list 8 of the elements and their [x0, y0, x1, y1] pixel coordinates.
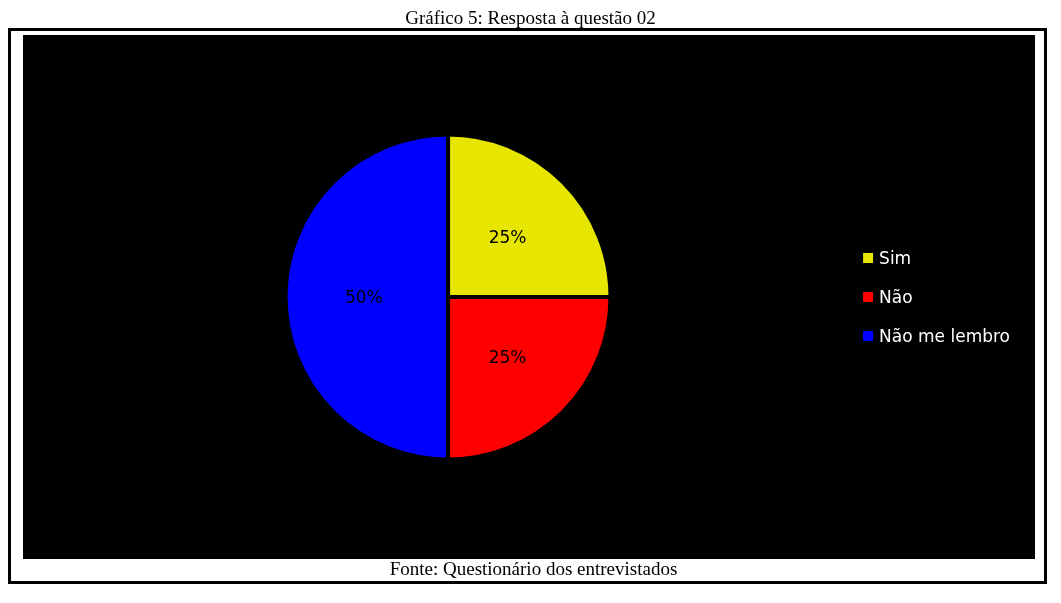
data-label: 50% [344, 287, 383, 307]
legend-label: Não [879, 287, 913, 307]
data-label: 25% [488, 227, 527, 248]
chart-title: Gráfico 5: Resposta à questão 02 [404, 7, 657, 28]
legend-label: Sim [879, 248, 912, 268]
legend-label: Não me lembro [879, 326, 1011, 346]
data-label: 25% [488, 346, 527, 367]
source-note: Fonte: Questionário dos entrevistados [388, 558, 679, 579]
